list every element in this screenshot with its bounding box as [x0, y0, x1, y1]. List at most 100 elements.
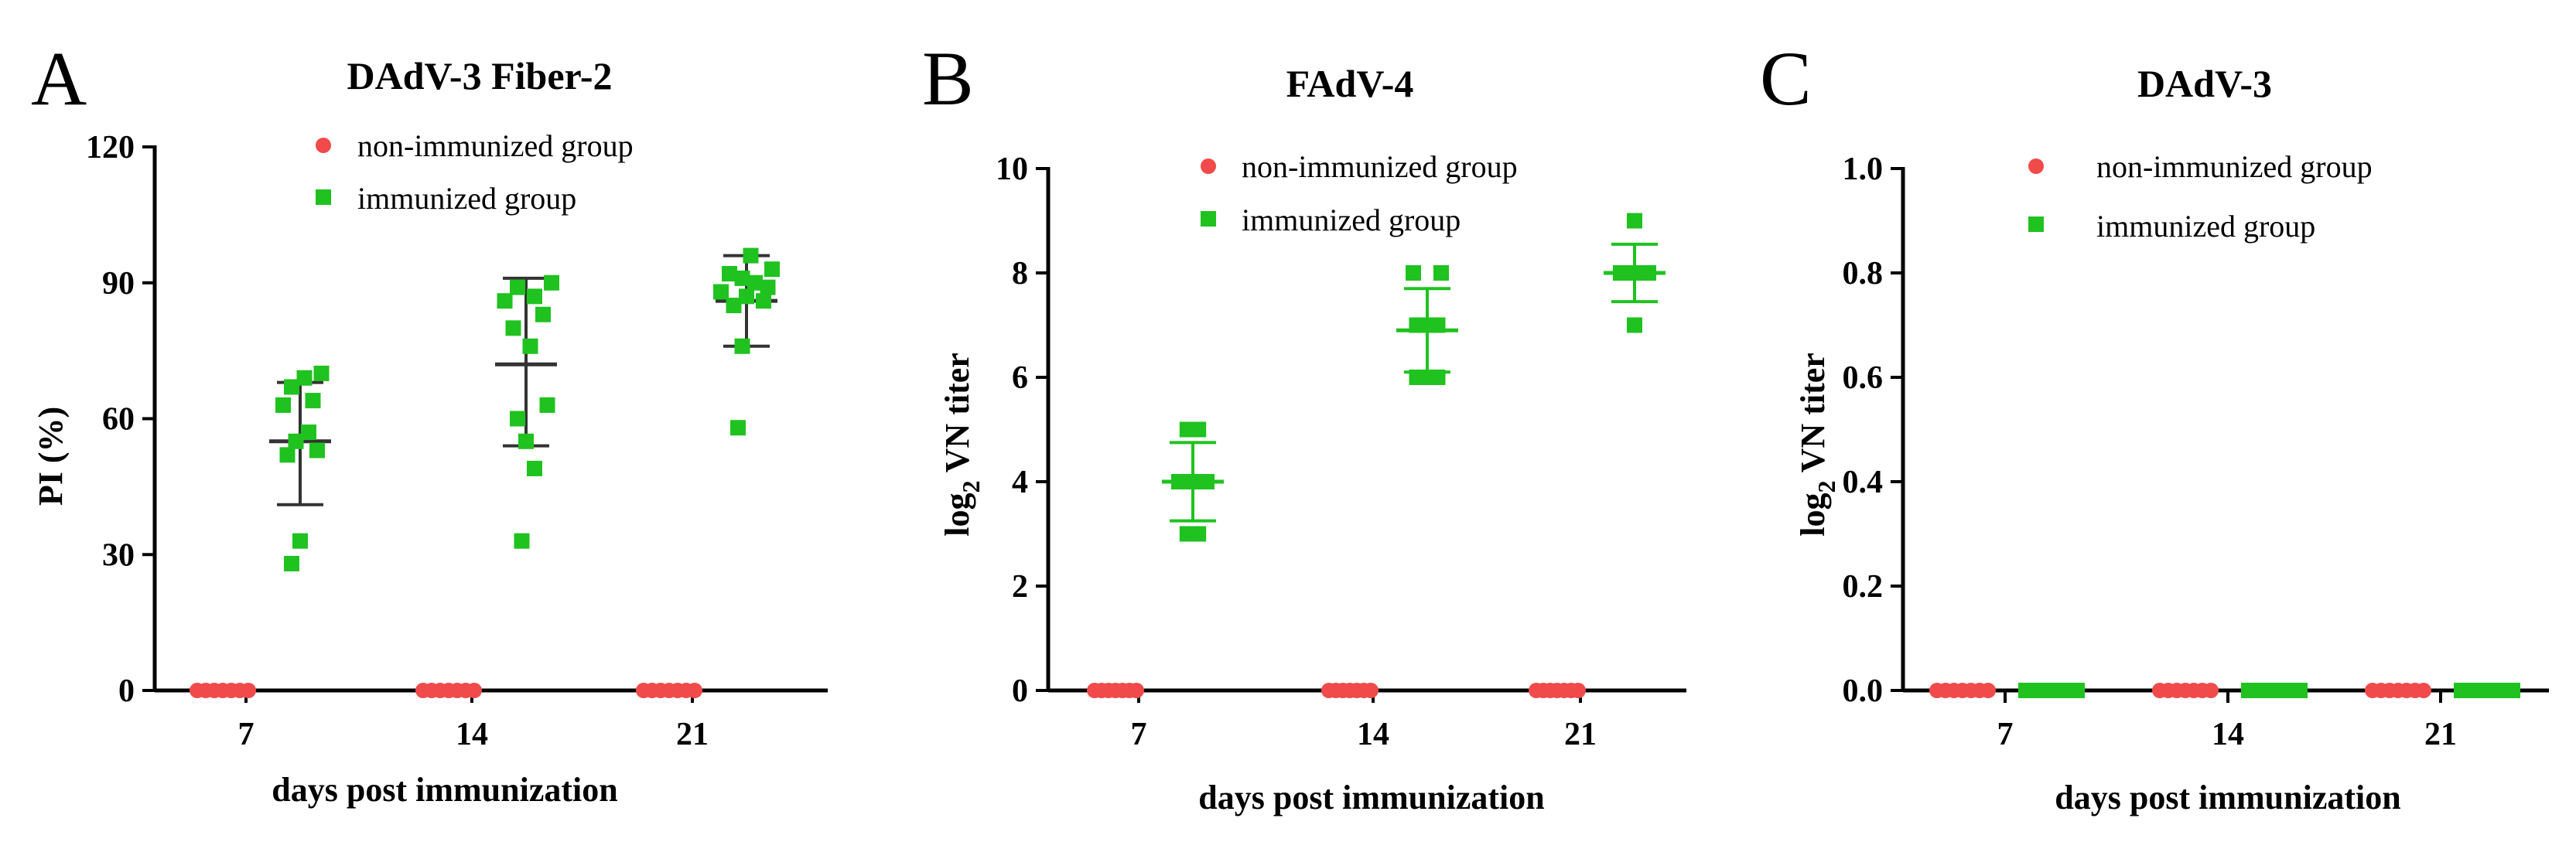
data-point-immunized	[1191, 526, 1207, 542]
data-point-immunized	[275, 397, 291, 413]
panel-a-title: DAdV-3 Fiber-2	[347, 54, 613, 97]
y-axis-title-b-sub: 2	[957, 481, 985, 493]
data-point-immunized	[739, 288, 754, 305]
y-tick-label: 0	[1012, 673, 1028, 709]
x-tick-label: 21	[1564, 717, 1597, 752]
panel-c: C DAdV-3 non-immunized group immunized g…	[1760, 36, 2549, 816]
x-tick-label: 14	[1357, 717, 1389, 752]
panel-c-legend: non-immunized group immunized group	[2028, 149, 2373, 244]
data-point-immunized	[510, 411, 525, 427]
panel-letter-c: C	[1760, 36, 1812, 121]
data-point-immunized	[1627, 317, 1642, 333]
legend-marker-non-immunized	[2028, 159, 2044, 174]
y-tick-label: 4	[1012, 465, 1028, 500]
y-tick-label: 6	[1012, 360, 1028, 396]
data-point-immunized	[734, 338, 750, 354]
data-point-immunized	[756, 293, 771, 309]
data-point-immunized	[2505, 683, 2520, 698]
data-point-immunized	[514, 533, 530, 549]
data-point-immunized	[722, 266, 737, 282]
data-point-non-immunized	[466, 683, 482, 698]
x-tick-label: 21	[2424, 717, 2457, 752]
y-axis-title-c-suffix: VN titer	[1794, 353, 1832, 480]
data-point-immunized	[1406, 265, 1421, 281]
y-tick-label: 0	[118, 673, 135, 709]
legend-marker-immunized	[1201, 211, 1216, 227]
data-point-non-immunized	[1570, 683, 1586, 698]
legend-label-non-immunized: non-immunized group	[357, 128, 634, 163]
data-point-immunized	[713, 284, 729, 300]
panel-b-legend: non-immunized group immunized group	[1201, 149, 1518, 237]
x-axis-title-a: days post immunization	[272, 771, 617, 809]
data-point-immunized	[1641, 265, 1656, 281]
data-point-non-immunized	[687, 683, 702, 698]
legend-label-immunized: immunized group	[1242, 203, 1461, 237]
data-point-immunized	[1433, 265, 1449, 281]
legend-marker-non-immunized	[316, 138, 331, 153]
data-point-immunized	[288, 433, 304, 449]
data-point-immunized	[747, 274, 763, 291]
data-point-immunized	[726, 298, 742, 314]
y-tick-label: 0.4	[1843, 465, 1884, 500]
y-axis-title-a-main: PI (%)	[32, 407, 70, 506]
panel-letter-a: A	[31, 36, 87, 121]
data-point-immunized	[1627, 213, 1642, 229]
y-tick-label: 8	[1012, 256, 1028, 291]
data-point-immunized	[292, 533, 308, 549]
data-point-immunized	[743, 247, 759, 264]
data-point-immunized	[284, 379, 299, 395]
legend-label-non-immunized: non-immunized group	[1242, 149, 1518, 184]
data-point-non-immunized	[2416, 683, 2431, 698]
data-point-immunized	[760, 279, 776, 295]
panel-a: A DAdV-3 Fiber-2 non-immunized group imm…	[31, 36, 828, 809]
legend-marker-immunized	[2028, 216, 2044, 232]
x-tick-label: 14	[456, 717, 488, 752]
x-tick-label: 21	[676, 717, 709, 752]
legend-marker-immunized	[316, 189, 331, 205]
y-tick-label: 0.0	[1843, 673, 1884, 709]
data-point-immunized	[510, 279, 525, 295]
legend-label-immunized: immunized group	[357, 181, 576, 216]
panel-b-title: FAdV-4	[1286, 62, 1414, 105]
data-point-immunized	[284, 555, 299, 571]
data-point-non-immunized	[1129, 683, 1144, 698]
plot-area-b: 0 2 4 6 8 10 7 14 21	[996, 152, 1686, 752]
y-tick-label: 0.6	[1843, 360, 1884, 396]
y-tick-label: 30	[102, 537, 135, 573]
y-tick-label: 120	[86, 130, 135, 165]
data-point-immunized	[497, 293, 513, 309]
y-axis-title-b-main: log	[938, 493, 976, 537]
data-point-immunized	[544, 274, 559, 291]
y-axis-title-c: log2 VN titer	[1794, 353, 1840, 537]
x-axis-title-c: days post immunization	[2055, 779, 2400, 816]
data-point-immunized	[522, 338, 538, 354]
y-tick-label: 0.8	[1843, 256, 1884, 291]
y-axis-title-c-sub: 2	[1812, 481, 1840, 493]
x-tick-label: 7	[238, 717, 255, 752]
panel-b: B FAdV-4 non-immunized group immunized g…	[922, 36, 1686, 816]
data-point-immunized	[730, 420, 746, 436]
data-point-immunized	[2292, 683, 2308, 698]
plot-area-a: 0 30 60 90 120 7 14 21	[86, 130, 828, 752]
data-point-immunized	[296, 370, 313, 386]
x-axis-title-b: days post immunization	[1198, 779, 1544, 816]
legend-marker-non-immunized	[1201, 159, 1216, 174]
data-point-immunized	[301, 424, 316, 441]
y-axis-title-a: PI (%)	[32, 407, 70, 506]
x-tick-label: 14	[2212, 717, 2244, 752]
data-point-immunized	[535, 306, 551, 322]
y-axis-title-b: log2 VN titer	[938, 353, 985, 537]
data-point-immunized	[1199, 474, 1215, 489]
data-point-immunized	[279, 447, 296, 463]
y-tick-label: 10	[996, 152, 1028, 187]
y-tick-label: 2	[1012, 569, 1028, 605]
data-point-immunized	[309, 442, 325, 458]
data-point-immunized	[518, 433, 534, 449]
data-point-immunized	[527, 460, 542, 476]
data-point-immunized	[313, 365, 330, 381]
data-point-immunized	[1191, 421, 1207, 438]
data-point-non-immunized	[2203, 683, 2219, 698]
y-axis-title-b-suffix: VN titer	[938, 353, 976, 480]
data-point-non-immunized	[241, 683, 256, 698]
